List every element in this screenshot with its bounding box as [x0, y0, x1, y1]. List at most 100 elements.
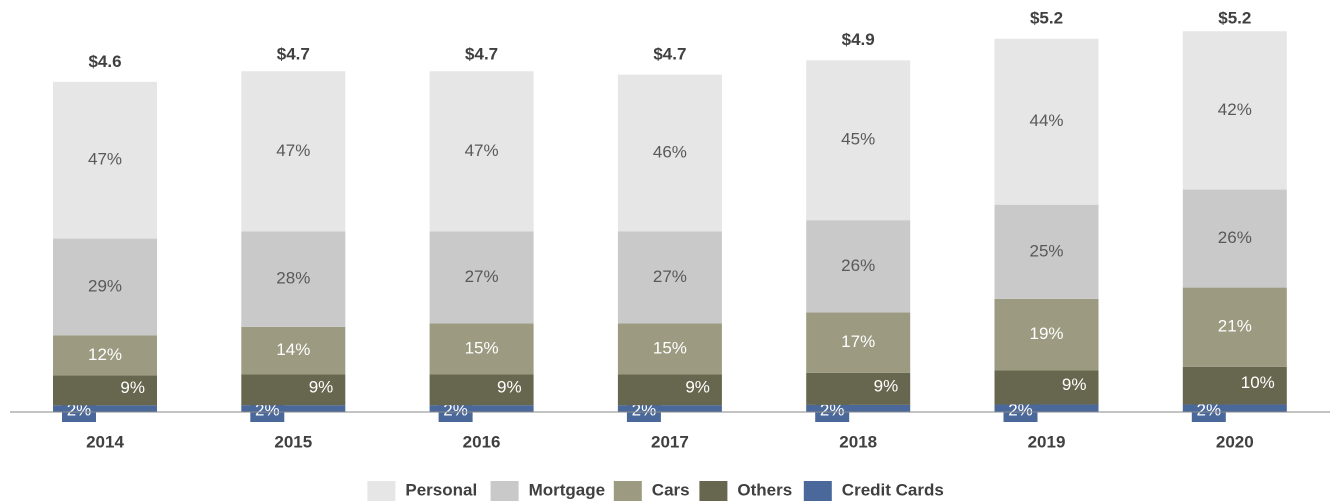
data-label: 9% [120, 378, 145, 397]
data-label: 19% [1029, 324, 1063, 343]
data-label: 2% [820, 400, 845, 419]
legend-swatch [699, 481, 728, 501]
data-label: 2% [1197, 400, 1222, 419]
legend-swatch [490, 481, 519, 501]
bar-segment [1182, 189, 1287, 288]
data-label: 26% [1218, 228, 1252, 247]
bar-segment [994, 404, 1099, 412]
total-label: $4.6 [88, 52, 121, 71]
bar-segment [53, 335, 157, 376]
label-box [62, 400, 96, 422]
data-label: 9% [497, 377, 522, 396]
bar-segment [241, 405, 346, 412]
data-label: 2% [632, 400, 657, 419]
total-label: $4.7 [653, 45, 686, 64]
bar-segment [1182, 366, 1287, 405]
legend-label: Others [737, 480, 792, 499]
total-label: $4.7 [465, 45, 498, 64]
data-label: 28% [276, 269, 310, 288]
data-label: 9% [685, 377, 710, 396]
data-label: 9% [1062, 375, 1087, 394]
legend-label: Cars [652, 480, 690, 499]
bar-segment [617, 74, 722, 232]
bar-segment [806, 404, 911, 412]
bar-segment [994, 204, 1099, 299]
x-tick-label: 2017 [651, 432, 689, 451]
label-box [1191, 400, 1226, 422]
bar-segment [429, 231, 534, 324]
bar-segment [429, 405, 534, 412]
data-label: 44% [1029, 111, 1063, 130]
bar-segment [806, 60, 911, 221]
x-tick-label: 2019 [1028, 432, 1066, 451]
data-label: 9% [309, 377, 334, 396]
legend-swatch [367, 481, 396, 501]
data-label: 10% [1241, 373, 1275, 392]
data-label: 27% [465, 267, 499, 286]
total-label: $5.2 [1218, 8, 1251, 27]
bar-segment [241, 374, 346, 406]
data-label: 46% [653, 143, 687, 162]
x-tick-label: 2016 [463, 432, 501, 451]
data-label: 2% [255, 400, 280, 419]
bar-segment [429, 71, 534, 232]
bar-segment [429, 374, 534, 406]
bar-segment [617, 405, 722, 412]
data-label: 2% [1008, 400, 1033, 419]
data-label: 17% [841, 332, 875, 351]
data-label: 47% [465, 141, 499, 160]
label-box [438, 400, 473, 422]
total-label: $5.2 [1030, 8, 1063, 27]
bar-segment [806, 312, 911, 373]
bar-segment [617, 374, 722, 406]
bar-segment [617, 323, 722, 375]
bar-segment [617, 231, 722, 324]
data-label: 26% [841, 256, 875, 275]
bar-segment [994, 370, 1099, 405]
bar-segment [53, 375, 157, 406]
label-box [250, 400, 285, 422]
bar-segment [429, 323, 534, 375]
bar-segment [1182, 404, 1287, 412]
bar-segment [1182, 287, 1287, 367]
bar-segment [53, 405, 157, 412]
total-label: $4.7 [277, 45, 310, 64]
x-tick-label: 2020 [1216, 432, 1254, 451]
data-label: 27% [653, 267, 687, 286]
legend-swatch [803, 481, 832, 501]
data-label: 47% [88, 150, 122, 169]
label-box [1003, 400, 1038, 422]
data-label: 25% [1029, 241, 1063, 260]
bar-segment [806, 372, 911, 405]
data-label: 2% [443, 400, 468, 419]
legend-swatch [613, 481, 642, 501]
bar-segment [241, 71, 346, 232]
bar-segment [53, 238, 157, 336]
legend-label: Personal [405, 480, 477, 499]
bar-segment [1182, 31, 1287, 190]
label-box [626, 400, 661, 422]
bar-segment [806, 220, 911, 313]
data-label: 14% [276, 340, 310, 359]
x-tick-label: 2015 [274, 432, 312, 451]
bar-segment [241, 231, 346, 327]
data-label: 15% [465, 338, 499, 357]
data-label: 12% [88, 345, 122, 364]
legend-label: Mortgage [529, 480, 606, 499]
bar-segment [994, 38, 1099, 205]
label-box [815, 400, 850, 422]
data-label: 15% [653, 338, 687, 357]
data-label: 42% [1218, 100, 1252, 119]
x-tick-label: 2014 [86, 432, 124, 451]
total-label: $4.9 [842, 30, 875, 49]
data-label: 9% [874, 376, 899, 395]
bar-segment [994, 298, 1099, 371]
bar-segment [53, 81, 157, 239]
legend-label: Credit Cards [842, 480, 944, 499]
data-label: 21% [1218, 317, 1252, 336]
data-label: 47% [276, 141, 310, 160]
x-tick-label: 2018 [839, 432, 877, 451]
data-label: 45% [841, 130, 875, 149]
data-label: 29% [88, 276, 122, 295]
